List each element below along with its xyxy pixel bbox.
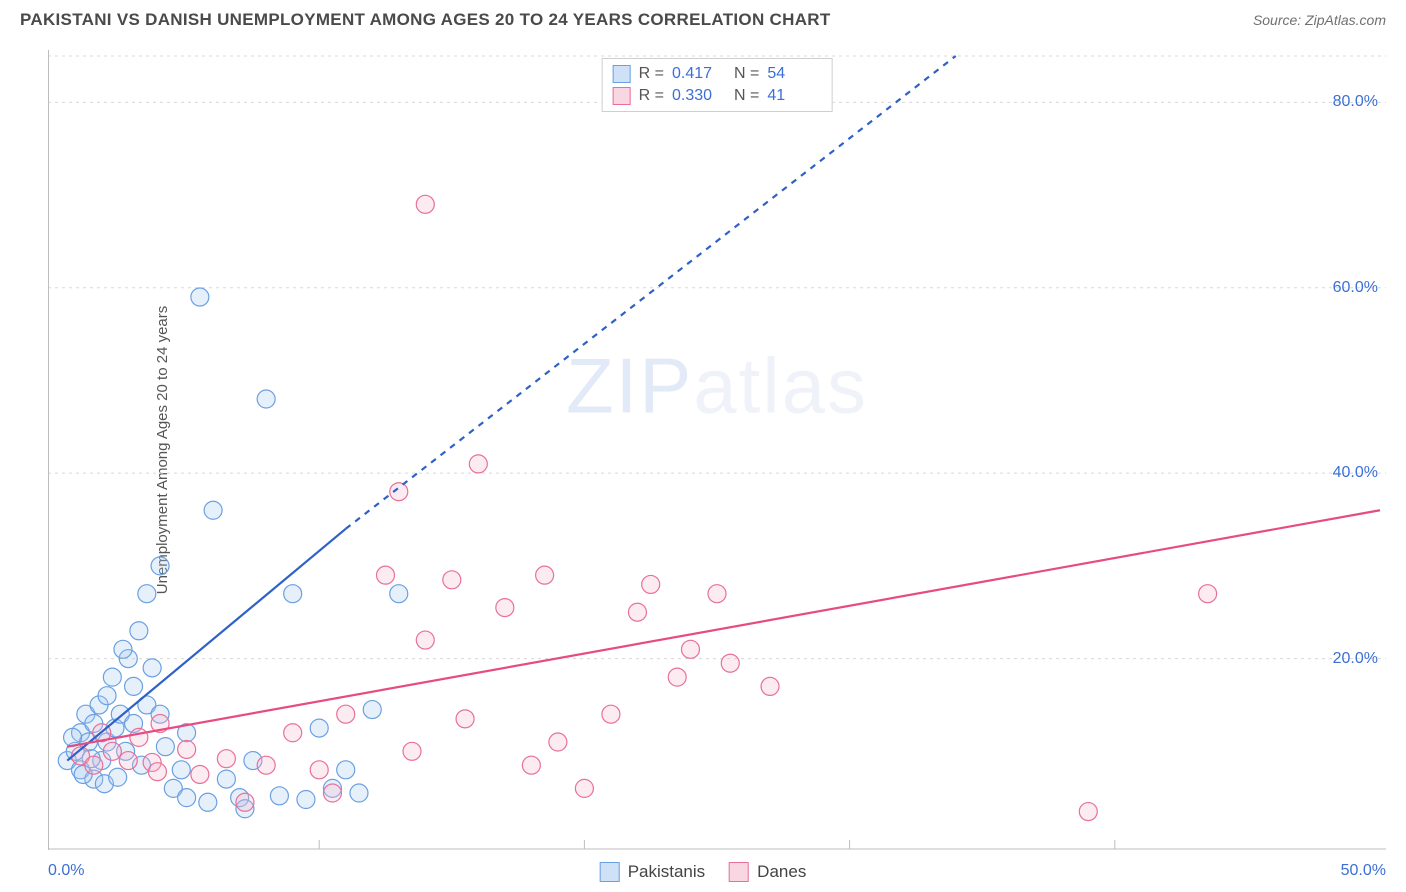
r-value-pakistanis: 0.417 [672,65,726,83]
r-label: R = [639,87,664,105]
bottom-legend: Pakistanis Danes [600,862,807,882]
y-tick-80: 80.0% [1333,93,1378,111]
swatch-danes [613,87,631,105]
scatter-plot [48,50,1386,850]
n-value-danes: 41 [767,87,821,105]
legend-item-danes: Danes [729,862,806,882]
x-tick-0: 0.0% [48,862,84,880]
header: PAKISTANI VS DANISH UNEMPLOYMENT AMONG A… [0,0,1406,36]
legend-swatch-pakistanis [600,862,620,882]
source-name: ZipAtlas.com [1305,12,1386,28]
swatch-pakistanis [613,65,631,83]
chart-title: PAKISTANI VS DANISH UNEMPLOYMENT AMONG A… [20,10,831,30]
y-tick-20: 20.0% [1333,650,1378,668]
y-tick-60: 60.0% [1333,279,1378,297]
n-label: N = [734,87,759,105]
legend-swatch-danes [729,862,749,882]
n-label: N = [734,65,759,83]
legend-item-pakistanis: Pakistanis [600,862,705,882]
stats-row-pakistanis: R = 0.417 N = 54 [613,63,822,85]
stats-box: R = 0.417 N = 54 R = 0.330 N = 41 [602,58,833,112]
x-tick-50: 50.0% [1341,862,1386,880]
n-value-pakistanis: 54 [767,65,821,83]
legend-label-danes: Danes [757,862,806,882]
y-tick-40: 40.0% [1333,464,1378,482]
r-label: R = [639,65,664,83]
source-prefix: Source: [1253,12,1305,28]
chart-area: Unemployment Among Ages 20 to 24 years Z… [48,50,1386,850]
r-value-danes: 0.330 [672,87,726,105]
legend-label-pakistanis: Pakistanis [628,862,705,882]
source-attribution: Source: ZipAtlas.com [1253,12,1386,28]
stats-row-danes: R = 0.330 N = 41 [613,85,822,107]
